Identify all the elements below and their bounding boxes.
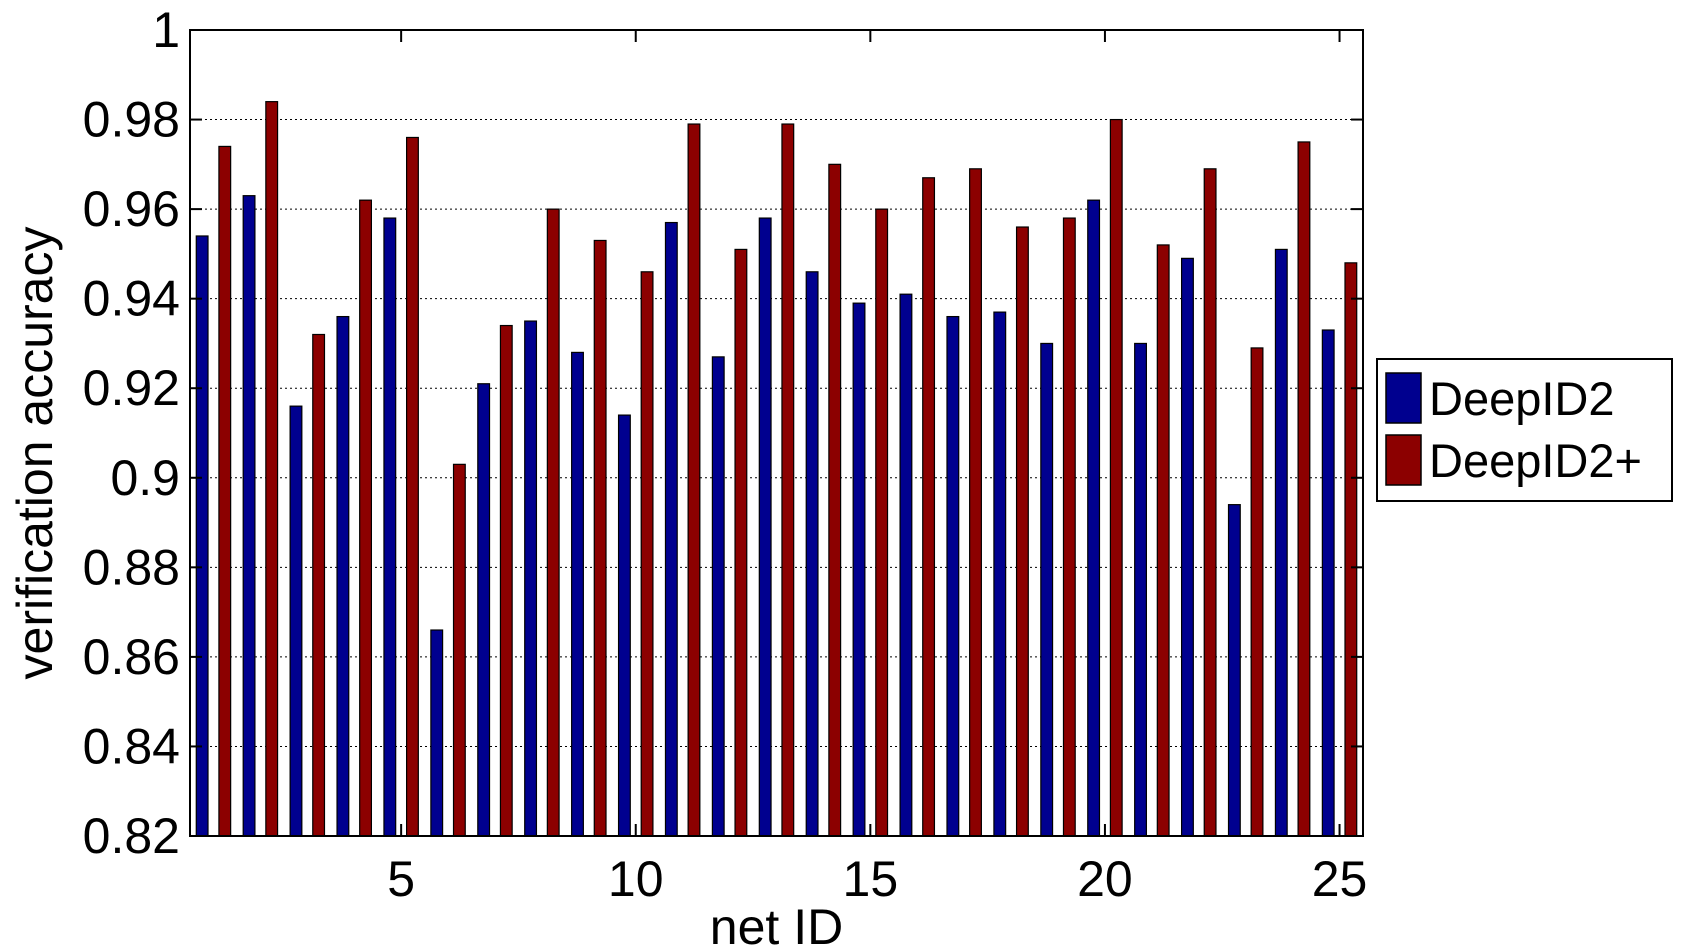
bar-deepid2-plus-13 — [781, 123, 795, 837]
bar-deepid2-10 — [617, 414, 631, 837]
bar-deepid2-plus-6 — [452, 463, 466, 837]
y-tick-label: 1 — [152, 2, 180, 58]
bar-deepid2-plus-24 — [1297, 141, 1311, 837]
y-axis-label: verification accuracy — [7, 227, 63, 680]
x-tick-label: 5 — [387, 851, 415, 907]
x-axis-label: net ID — [710, 899, 843, 951]
bar-deepid2-8 — [524, 320, 538, 837]
legend-box — [1376, 358, 1673, 502]
x-tick-label: 10 — [608, 851, 664, 907]
bar-deepid2-15 — [852, 302, 866, 837]
y-tick-label: 0.94 — [83, 271, 180, 327]
bar-deepid2-4 — [336, 315, 350, 837]
x-tick-label: 20 — [1077, 851, 1133, 907]
bar-deepid2-plus-8 — [546, 208, 560, 837]
bar-deepid2-plus-11 — [687, 123, 701, 837]
bar-deepid2-12 — [711, 356, 725, 837]
bar-deepid2-23 — [1227, 504, 1241, 837]
bar-deepid2-plus-5 — [405, 136, 419, 837]
bar-deepid2-plus-17 — [969, 168, 982, 837]
bar-deepid2-14 — [805, 271, 819, 837]
legend-swatch-deepid2-plus — [1385, 434, 1422, 486]
bar-deepid2-25 — [1321, 329, 1335, 837]
bar-deepid2-plus-16 — [922, 177, 936, 837]
bar-deepid2-plus-7 — [499, 324, 513, 837]
y-tick-label: 0.92 — [83, 360, 180, 416]
bar-deepid2-plus-23 — [1250, 347, 1264, 837]
y-tick-label: 0.88 — [83, 539, 180, 595]
x-tick-label: 25 — [1312, 851, 1368, 907]
bar-deepid2-plus-18 — [1015, 226, 1029, 837]
y-tick-label: 0.9 — [110, 450, 180, 506]
y-tick-label: 0.98 — [83, 92, 180, 148]
bar-deepid2-plus-21 — [1156, 244, 1170, 837]
bar-deepid2-plus-10 — [640, 271, 654, 837]
bar-deepid2-3 — [289, 405, 303, 837]
y-tick-label: 0.96 — [83, 181, 180, 237]
bar-deepid2-plus-1 — [218, 145, 232, 837]
legend: DeepID2 DeepID2+ — [1376, 358, 1673, 502]
bar-deepid2-5 — [383, 217, 397, 837]
bar-deepid2-17 — [946, 315, 960, 837]
y-tick-label: 0.86 — [83, 629, 180, 685]
bar-deepid2-plus-2 — [265, 101, 279, 837]
bar-deepid2-plus-14 — [828, 163, 842, 837]
bar-deepid2-2 — [242, 195, 256, 837]
legend-swatch-deepid2 — [1385, 372, 1422, 424]
bar-deepid2-18 — [993, 311, 1007, 837]
bar-deepid2-plus-3 — [312, 333, 326, 837]
bar-deepid2-16 — [899, 293, 913, 837]
bar-deepid2-22 — [1180, 257, 1194, 837]
plot-frame — [189, 29, 1364, 837]
bar-deepid2-9 — [571, 351, 584, 837]
bar-deepid2-plus-20 — [1109, 118, 1123, 837]
bar-deepid2-19 — [1040, 342, 1054, 837]
bar-deepid2-11 — [664, 221, 678, 837]
bar-deepid2-plus-12 — [734, 248, 748, 837]
bar-deepid2-24 — [1274, 248, 1288, 837]
bar-deepid2-plus-15 — [875, 208, 889, 837]
bar-deepid2-20 — [1087, 199, 1101, 837]
bar-deepid2-21 — [1134, 342, 1148, 837]
bar-deepid2-plus-25 — [1344, 262, 1358, 837]
y-tick-label: 0.82 — [83, 808, 180, 864]
bar-deepid2-plus-22 — [1203, 168, 1217, 837]
legend-label-deepid2-plus: DeepID2+ — [1429, 434, 1642, 487]
bar-deepid2-plus-19 — [1062, 217, 1076, 837]
bar-deepid2-13 — [758, 217, 772, 837]
bar-deepid2-7 — [477, 383, 491, 837]
bars — [195, 101, 1358, 837]
y-tick-label: 0.84 — [83, 718, 180, 774]
bar-deepid2-6 — [430, 629, 444, 837]
x-tick-label: 15 — [843, 851, 899, 907]
bar-deepid2-plus-9 — [593, 239, 607, 837]
bar-deepid2-plus-4 — [359, 199, 373, 837]
legend-label-deepid2: DeepID2 — [1429, 372, 1615, 425]
